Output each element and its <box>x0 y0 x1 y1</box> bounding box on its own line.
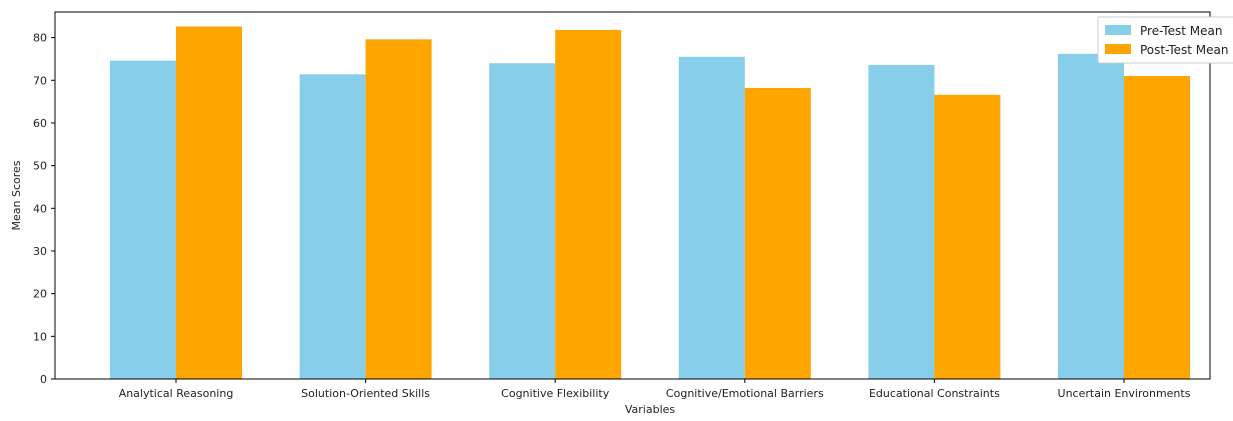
bar-post-test-0 <box>176 26 242 379</box>
bar-post-test-4 <box>934 94 1001 380</box>
x-tick-label: Uncertain Environments <box>1058 387 1191 400</box>
legend: Pre-Test Mean Post-Test Mean <box>1097 16 1233 64</box>
legend-box <box>1097 16 1233 64</box>
legend-swatch-pre-test <box>1105 25 1131 35</box>
x-axis-label: Variables <box>625 403 676 416</box>
axes-layer <box>54 11 1211 380</box>
y-tick-label: 0 <box>40 373 47 386</box>
bar-post-test-3 <box>744 87 811 380</box>
y-tick-label: 10 <box>33 330 47 343</box>
bar-pre-test-4 <box>868 64 935 379</box>
bar-pre-test-5 <box>1058 53 1124 380</box>
x-ticks: Analytical Reasoning Solution-Oriented Sk… <box>119 379 1191 400</box>
x-tick-label: Solution-Oriented Skills <box>301 387 430 400</box>
x-tick-label: Analytical Reasoning <box>119 387 234 400</box>
y-tick-label: 20 <box>33 288 47 301</box>
y-tick-label: 70 <box>33 74 47 87</box>
bar-post-test-2 <box>555 29 622 380</box>
bar-pre-test-2 <box>489 63 556 380</box>
bar-pre-test-0 <box>110 60 176 380</box>
x-tick-label: Educational Constraints <box>869 387 1000 400</box>
y-ticks: 0 10 20 30 40 50 60 70 80 <box>33 32 55 386</box>
bar-pre-test-3 <box>678 56 745 380</box>
y-tick-label: 30 <box>33 245 47 258</box>
legend-swatch-post-test <box>1105 44 1131 54</box>
legend-label-pre-test: Pre-Test Mean <box>1140 24 1222 38</box>
y-tick-label: 50 <box>33 160 47 173</box>
bars-layer <box>110 26 1190 380</box>
bar-post-test-1 <box>365 39 432 380</box>
x-tick-label: Cognitive Flexibility <box>501 387 610 400</box>
x-tick-label: Cognitive/Emotional Barriers <box>666 387 824 400</box>
plot-frame <box>54 11 1211 380</box>
y-tick-label: 40 <box>33 202 47 215</box>
y-tick-label: 80 <box>33 32 47 45</box>
legend-label-post-test: Post-Test Mean <box>1140 43 1228 57</box>
bar-pre-test-1 <box>299 74 366 379</box>
y-axis-label: Mean Scores <box>10 160 23 230</box>
y-tick-label: 60 <box>33 117 47 130</box>
bar-post-test-5 <box>1124 76 1190 379</box>
